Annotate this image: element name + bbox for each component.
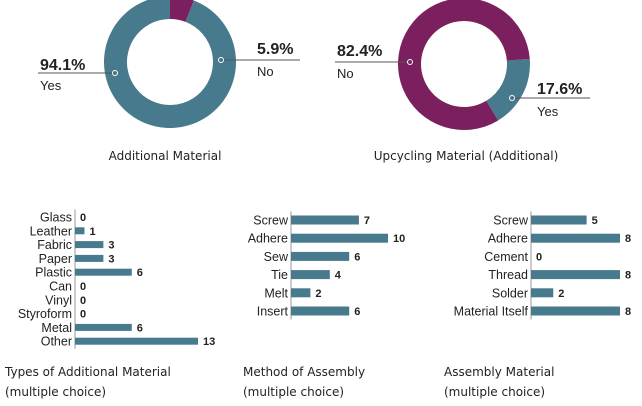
bar-other: [75, 337, 198, 345]
leader-dot: [509, 95, 515, 101]
bar-value-label: 6: [137, 267, 143, 279]
slice-name-label: No: [337, 66, 354, 81]
bar-chart-title: Method of Assembly: [243, 365, 365, 379]
donut-title: Additional Material: [109, 149, 222, 163]
bar-value-label: 4: [335, 270, 342, 282]
donut-slice-no: [398, 0, 530, 130]
donut-slice-yes: [486, 58, 531, 121]
donut-slice-no: [170, 0, 194, 22]
bar-value-label: 6: [354, 251, 360, 263]
leader-dot: [218, 57, 224, 63]
bar-value-label: 3: [108, 253, 114, 265]
bar-category-label: Adhere: [248, 232, 288, 246]
bar-chart-subtitle: (multiple choice): [444, 385, 545, 399]
bar-category-label: Other: [41, 335, 72, 349]
bar-sew: [291, 251, 350, 261]
bar-category-label: Thread: [488, 268, 528, 282]
bar-screw: [291, 215, 359, 225]
bar-chart-3: Screw 5 Adhere 8 Cement 0 Thread 8 Solder 2 Materi…: [444, 211, 631, 399]
bar-fabric: [75, 241, 104, 249]
bar-category-label: Tie: [271, 268, 288, 282]
bar-chart-subtitle: (multiple choice): [5, 385, 106, 399]
bar-category-label: Screw: [493, 214, 529, 228]
bar-paper: [75, 254, 104, 262]
bar-value-label: 2: [558, 288, 564, 300]
bar-material-itself: [531, 306, 620, 316]
bar-value-label: 8: [625, 233, 631, 245]
slice-percent-label: 82.4%: [337, 43, 382, 60]
bar-value-label: 3: [108, 240, 114, 252]
bar-category-label: Sew: [264, 250, 289, 264]
bar-value-label: 0: [536, 251, 542, 263]
bar-value-label: 6: [354, 306, 360, 318]
slice-name-label: No: [257, 64, 274, 79]
bar-value-label: 0: [80, 309, 86, 321]
bar-category-label: Leather: [30, 224, 72, 238]
bar-value-label: 7: [364, 215, 370, 227]
bar-chart-title: Assembly Material: [444, 365, 554, 379]
donut-chart-2: 82.4% No 17.6% Yes Upcycling Material (Addit…: [335, 0, 590, 163]
bar-category-label: Material Itself: [454, 305, 529, 319]
bar-category-label: Plastic: [35, 266, 72, 280]
bar-value-label: 5: [592, 215, 598, 227]
bar-value-label: 0: [80, 212, 86, 224]
bar-category-label: Vinyl: [45, 293, 72, 307]
bar-value-label: 6: [137, 322, 143, 334]
slice-name-label: Yes: [537, 104, 559, 119]
bar-category-label: Styroform: [18, 307, 72, 321]
bar-value-label: 8: [625, 270, 631, 282]
bar-value-label: 0: [80, 295, 86, 307]
bar-value-label: 8: [625, 306, 631, 318]
slice-name-label: Yes: [40, 78, 62, 93]
bar-insert: [291, 306, 350, 316]
bar-category-label: Paper: [39, 252, 72, 266]
bar-chart-2: Screw 7 Adhere 10 Sew 6 Tie 4 Melt 2 Insert 6 Method…: [243, 211, 405, 399]
bar-category-label: Glass: [40, 211, 72, 225]
donut-slice-yes: [104, 0, 236, 128]
bar-tie: [291, 270, 330, 280]
bar-value-label: 0: [80, 281, 86, 293]
bar-adhere: [531, 233, 620, 243]
bar-category-label: Fabric: [37, 238, 72, 252]
bar-category-label: Metal: [41, 321, 72, 335]
bar-solder: [531, 288, 554, 298]
bar-value-label: 1: [89, 226, 95, 238]
bar-category-label: Solder: [492, 286, 528, 300]
slice-percent-label: 17.6%: [537, 81, 582, 98]
bar-adhere: [291, 233, 388, 243]
bar-leather: [75, 227, 85, 235]
bar-chart-subtitle: (multiple choice): [243, 385, 344, 399]
leader-dot: [407, 59, 413, 65]
bar-category-label: Melt: [264, 286, 288, 300]
bar-value-label: 2: [315, 288, 321, 300]
bar-category-label: Insert: [257, 305, 289, 319]
bar-value-label: 13: [203, 336, 215, 348]
bar-melt: [291, 288, 311, 298]
slice-percent-label: 94.1%: [40, 57, 85, 74]
slice-percent-label: 5.9%: [257, 41, 293, 58]
bar-category-label: Can: [49, 280, 72, 294]
bar-screw: [531, 215, 587, 225]
bar-chart-title: Types of Additional Material: [4, 365, 171, 379]
donut-title: Upcycling Material (Additional): [374, 149, 559, 163]
bar-value-label: 10: [393, 233, 405, 245]
bar-metal: [75, 323, 132, 331]
leader-dot: [112, 70, 118, 76]
donut-chart-1: 94.1% Yes 5.9% No Additional Material: [38, 0, 300, 163]
bar-category-label: Adhere: [488, 232, 528, 246]
bar-thread: [531, 270, 620, 280]
bar-category-label: Screw: [253, 214, 289, 228]
bar-category-label: Cement: [484, 250, 528, 264]
bar-plastic: [75, 268, 132, 276]
